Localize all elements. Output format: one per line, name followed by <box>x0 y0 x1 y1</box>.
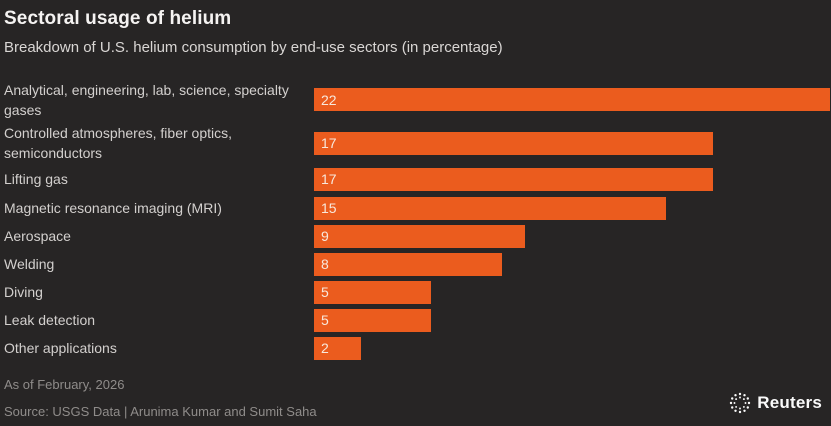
bar: 9 <box>314 224 525 248</box>
bar-chart: Analytical, engineering, lab, science, s… <box>4 77 831 362</box>
chart-row: Welding 8 <box>4 250 831 278</box>
bar-value-label: 2 <box>321 340 329 356</box>
chart-row: Aerospace 9 <box>4 222 831 250</box>
category-label: Diving <box>4 284 43 300</box>
chart-row: Other applications 2 <box>4 334 831 362</box>
bar-value-label: 8 <box>321 256 329 272</box>
chart-row: Magnetic resonance imaging (MRI) 15 <box>4 194 831 222</box>
bar-value-label: 17 <box>321 135 337 151</box>
reuters-dotted-circle-icon <box>730 392 751 414</box>
category-label: Magnetic resonance imaging (MRI) <box>4 200 222 216</box>
category-label: Lifting gas <box>4 171 68 187</box>
bar: 5 <box>314 308 432 332</box>
category-label: Analytical, engineering, lab, science, s… <box>4 81 289 118</box>
chart-row: Leak detection 5 <box>4 306 831 334</box>
bar-value-label: 9 <box>321 228 329 244</box>
chart-row: Diving 5 <box>4 278 831 306</box>
chart-subtitle: Breakdown of U.S. helium consumption by … <box>4 39 503 56</box>
bar: 5 <box>314 280 432 304</box>
category-label: Welding <box>4 256 55 272</box>
category-label: Other applications <box>4 340 117 356</box>
bar: 15 <box>314 196 666 220</box>
bar: 2 <box>314 336 361 360</box>
bar: 17 <box>314 167 713 191</box>
as-of-note: As of February, 2026 <box>4 377 125 392</box>
bar-value-label: 5 <box>321 284 329 300</box>
reuters-brand: Reuters <box>728 391 822 415</box>
bar: 17 <box>314 131 713 155</box>
page-title: Sectoral usage of helium <box>4 8 232 29</box>
bar: 8 <box>314 252 502 276</box>
chart-row: Analytical, engineering, lab, science, s… <box>4 77 831 122</box>
category-label: Controlled atmospheres, fiber optics, se… <box>4 125 232 161</box>
chart-row: Lifting gas 17 <box>4 164 831 194</box>
chart-row: Controlled atmospheres, fiber optics, se… <box>4 122 831 164</box>
category-label: Leak detection <box>4 312 96 328</box>
bar-value-label: 5 <box>321 312 329 328</box>
category-label: Aerospace <box>4 228 71 244</box>
bar-value-label: 17 <box>321 171 337 187</box>
reuters-wordmark: Reuters <box>757 393 822 412</box>
bar-value-label: 15 <box>321 200 337 216</box>
source-note: Source: USGS Data | Arunima Kumar and Su… <box>4 404 317 419</box>
bar: 22 <box>314 88 830 111</box>
bar-value-label: 22 <box>321 91 337 108</box>
